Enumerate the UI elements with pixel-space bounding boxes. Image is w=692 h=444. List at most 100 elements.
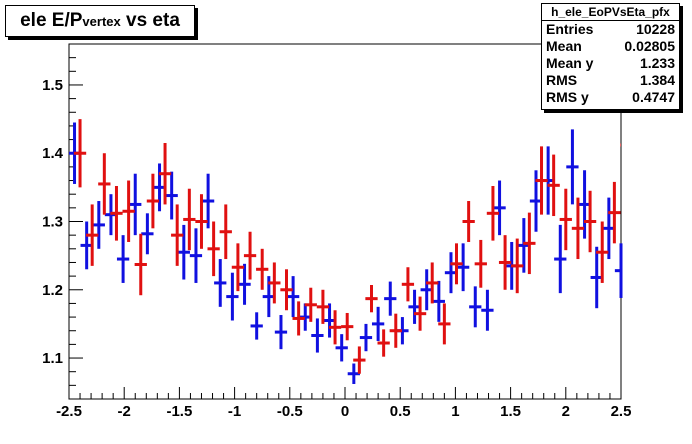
data-point <box>456 243 470 292</box>
stats-value: 1.233 <box>639 55 675 71</box>
x-tick-label: -2 <box>118 403 131 420</box>
data-point <box>256 248 269 290</box>
data-point <box>469 286 482 328</box>
data-point <box>596 221 609 283</box>
data-point <box>243 231 257 280</box>
data-point <box>171 204 184 266</box>
data-point <box>231 243 245 292</box>
data-point <box>286 276 300 318</box>
data-point <box>401 267 415 302</box>
stats-label: RMS <box>546 72 578 88</box>
data-point <box>535 146 548 215</box>
data-point <box>141 213 154 255</box>
data-point <box>559 188 572 251</box>
data-point <box>304 287 317 322</box>
data-point <box>146 173 160 229</box>
x-tick-label: -2.5 <box>56 403 82 420</box>
x-tick-label: 0.5 <box>390 403 411 420</box>
data-point <box>365 284 378 313</box>
data-point <box>73 119 87 188</box>
x-tick-label: 1 <box>451 403 459 420</box>
y-tick-labels: 1.1 1.2 1.3 1.4 1.5 <box>42 77 64 367</box>
title-main: ele E/P <box>20 10 83 31</box>
stats-row: RMS 1.384 <box>542 72 679 89</box>
stats-label: Mean y <box>546 55 594 71</box>
data-point <box>116 235 130 283</box>
stats-row: Mean 0.02805 <box>542 38 679 55</box>
data-point <box>493 180 506 236</box>
data-point <box>98 153 111 215</box>
stats-row: Entries 10228 <box>542 21 679 38</box>
data-point <box>481 289 494 331</box>
data-point <box>571 197 585 260</box>
data-point <box>214 259 227 307</box>
y-tick-label: 1.4 <box>42 145 64 162</box>
stats-title: h_ele_EoPVsEta_pfx <box>542 4 679 21</box>
data-point <box>292 301 305 336</box>
data-point <box>413 296 427 331</box>
y-tick-label: 1.3 <box>42 214 63 231</box>
y-tick-label: 1.2 <box>42 282 63 299</box>
data-point <box>377 329 390 357</box>
data-point <box>195 194 208 249</box>
data-point <box>86 204 99 266</box>
stats-value: 0.4747 <box>632 89 675 105</box>
x-tick-label: 2.5 <box>611 403 632 420</box>
data-point <box>250 312 263 340</box>
data-point <box>328 310 342 345</box>
data-point <box>129 173 142 236</box>
data-point <box>566 129 579 205</box>
data-point <box>462 201 475 242</box>
data-point <box>201 173 215 229</box>
stats-rows: Entries 10228 Mean 0.02805 Mean y 1.233 RMS 1.3… <box>542 21 679 106</box>
data-point <box>110 186 123 241</box>
title-tail: vs eta <box>120 10 180 31</box>
data-point <box>438 303 451 345</box>
data-point <box>389 313 402 348</box>
data-point <box>268 262 281 304</box>
data-point <box>134 233 147 296</box>
histogram-title: ele E/P vertex vs eta <box>5 5 195 37</box>
data-point <box>359 323 373 352</box>
data-point <box>226 272 239 321</box>
data-point <box>353 346 366 374</box>
data-point <box>219 204 232 260</box>
data-point <box>316 289 330 324</box>
data-point <box>474 239 487 288</box>
stats-value: 0.02805 <box>624 38 675 54</box>
data-point <box>371 306 385 341</box>
data-point <box>511 238 524 294</box>
x-tick-label: 0 <box>341 403 349 420</box>
stats-value: 10228 <box>636 21 675 37</box>
data-point <box>426 262 439 304</box>
data-point <box>165 171 178 220</box>
data-point <box>486 186 500 241</box>
stats-row: RMS y 0.4747 <box>542 89 679 106</box>
data-point <box>547 154 560 217</box>
data-point <box>341 312 354 341</box>
x-tick-label: 1.5 <box>500 403 521 420</box>
data-point <box>92 201 105 249</box>
stats-value: 1.384 <box>639 72 675 88</box>
x-tick-label: -1 <box>228 403 241 420</box>
data-point <box>158 142 172 205</box>
data-point <box>384 281 397 316</box>
x-tick-label: -1.5 <box>166 403 192 420</box>
data-point <box>432 280 445 322</box>
stats-label: Entries <box>546 21 594 37</box>
x-tick-labels: -2.5 -2 -1.5 -1 -0.5 0 0.5 1 1.5 2 2.5 <box>56 403 631 420</box>
data-point <box>177 224 190 280</box>
data-point <box>274 315 288 350</box>
data-point <box>207 221 220 277</box>
data-point <box>183 188 196 251</box>
data-point <box>523 212 536 275</box>
data-point <box>450 243 463 285</box>
data-point <box>583 190 597 253</box>
x-tick-label: 2 <box>562 403 570 420</box>
axis-ticks <box>68 43 622 400</box>
data-point <box>554 224 567 294</box>
stats-box: h_ele_EoPVsEta_pfx Entries 10228 Mean 0.028… <box>541 3 680 110</box>
title-subscript: vertex <box>82 13 121 29</box>
data-point <box>608 181 621 244</box>
